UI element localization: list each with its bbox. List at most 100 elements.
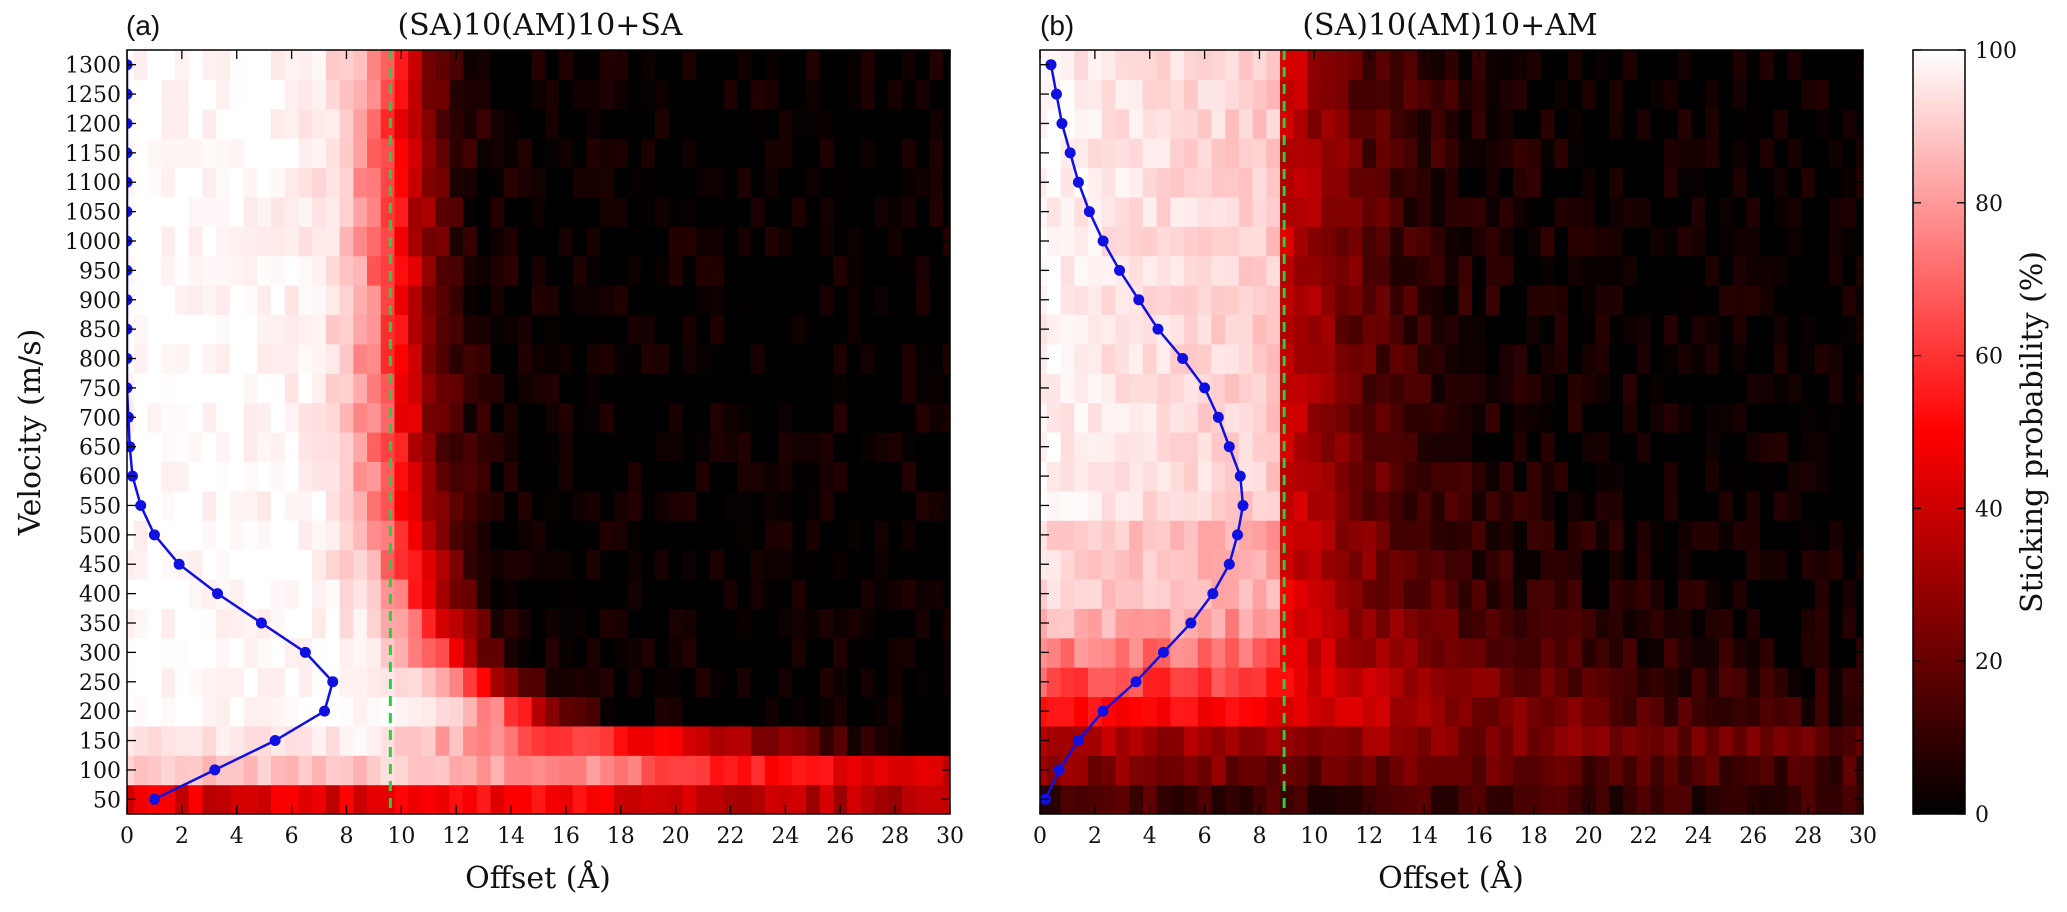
heatmap-cell bbox=[1321, 667, 1336, 698]
heatmap-cell bbox=[517, 343, 533, 374]
heatmap-cell bbox=[833, 637, 848, 668]
y-tick-label: 150 bbox=[79, 730, 121, 755]
heatmap-cell bbox=[504, 520, 519, 551]
heatmap-cell bbox=[229, 520, 245, 551]
heatmap-cell bbox=[1321, 138, 1336, 169]
heatmap-cell bbox=[1170, 50, 1185, 80]
heatmap-cell bbox=[572, 549, 588, 580]
heatmap-cell bbox=[792, 373, 807, 404]
heatmap-cell bbox=[1225, 167, 1240, 198]
heatmap-cell bbox=[1472, 167, 1487, 198]
heatmap-cell bbox=[1252, 755, 1267, 786]
heatmap-cell bbox=[874, 196, 889, 227]
x-tick-label: 12 bbox=[442, 824, 470, 849]
heatmap-cell bbox=[778, 108, 793, 139]
heatmap-cell bbox=[1376, 578, 1391, 609]
heatmap-cell bbox=[709, 578, 725, 609]
heatmap-cell bbox=[367, 226, 382, 257]
heatmap-cell bbox=[175, 255, 190, 286]
heatmap-cell bbox=[1677, 226, 1693, 257]
heatmap-cell bbox=[202, 696, 217, 727]
heatmap-cell bbox=[1417, 725, 1432, 756]
heatmap-cell bbox=[490, 255, 505, 286]
heatmap-cell bbox=[1348, 285, 1363, 316]
heatmap-cell bbox=[1074, 578, 1089, 609]
heatmap-cell bbox=[312, 108, 327, 139]
heatmap-cell bbox=[1842, 608, 1857, 639]
heatmap-cell bbox=[1403, 255, 1418, 286]
heatmap-cell bbox=[1787, 784, 1802, 814]
heatmap-cell bbox=[600, 490, 615, 521]
heatmap-cell bbox=[737, 784, 752, 814]
heatmap-cell bbox=[1280, 226, 1295, 257]
heatmap-cell bbox=[1430, 520, 1446, 551]
heatmap-cell bbox=[1362, 226, 1377, 257]
heatmap-cell bbox=[1472, 784, 1487, 814]
heatmap-cell bbox=[1142, 79, 1158, 110]
heatmap-cell bbox=[1211, 167, 1226, 198]
heatmap-cell bbox=[792, 578, 807, 609]
heatmap-cell bbox=[1334, 108, 1350, 139]
heatmap-cell bbox=[1115, 549, 1130, 580]
heatmap-cell bbox=[737, 167, 752, 198]
heatmap-cell bbox=[819, 755, 835, 786]
heatmap-cell bbox=[1760, 314, 1775, 345]
heatmap-cell bbox=[1293, 108, 1309, 139]
heatmap-cell bbox=[1828, 696, 1844, 727]
heatmap-cell bbox=[1129, 784, 1144, 814]
heatmap-cell bbox=[1307, 314, 1322, 345]
heatmap-cell bbox=[490, 226, 505, 257]
heatmap-cell bbox=[1321, 373, 1336, 404]
heatmap-cell bbox=[1801, 578, 1816, 609]
heatmap-cell bbox=[1485, 343, 1501, 374]
heatmap-cell bbox=[1348, 50, 1363, 80]
heatmap-cell bbox=[1691, 520, 1706, 551]
heatmap-cell bbox=[1622, 608, 1638, 639]
heatmap-cell bbox=[517, 725, 533, 756]
heatmap-cell bbox=[668, 167, 684, 198]
heatmap-cell bbox=[929, 226, 944, 257]
heatmap-cell bbox=[1485, 138, 1501, 169]
heatmap-cell bbox=[421, 79, 437, 110]
heatmap-cell bbox=[476, 755, 492, 786]
heatmap-cell bbox=[778, 402, 793, 433]
heatmap-cell bbox=[1677, 637, 1693, 668]
heatmap-cell bbox=[1842, 167, 1857, 198]
heatmap-cell bbox=[764, 637, 780, 668]
heatmap-cell bbox=[147, 461, 162, 492]
heatmap-cell bbox=[613, 696, 629, 727]
heatmap-cell bbox=[1444, 138, 1459, 169]
heatmap-cell bbox=[1787, 432, 1802, 462]
heatmap-cell bbox=[449, 578, 464, 609]
heatmap-cell bbox=[1705, 314, 1720, 345]
heatmap-cell bbox=[1814, 108, 1830, 139]
heatmap-cell bbox=[1430, 255, 1446, 286]
heatmap-cell bbox=[1348, 79, 1363, 110]
heatmap-cell bbox=[1513, 285, 1528, 316]
heatmap-cell bbox=[668, 314, 684, 345]
heatmap-cell bbox=[1225, 725, 1240, 756]
heatmap-cell bbox=[1568, 138, 1583, 169]
heatmap-cell bbox=[1499, 285, 1514, 316]
heatmap-cell bbox=[1115, 343, 1130, 374]
heatmap-cell bbox=[805, 167, 821, 198]
heatmap-cell bbox=[888, 667, 903, 698]
heatmap-cell bbox=[1115, 784, 1130, 814]
heatmap-cell bbox=[1554, 402, 1569, 433]
heatmap-cell bbox=[1101, 520, 1117, 551]
heatmap-cell bbox=[490, 608, 505, 639]
heatmap-cell bbox=[1595, 608, 1610, 639]
heatmap-cell bbox=[161, 432, 176, 462]
heatmap-cell bbox=[147, 285, 162, 316]
heatmap-cell bbox=[1280, 79, 1295, 110]
heatmap-cell bbox=[668, 373, 684, 404]
x-tick-label: 4 bbox=[230, 824, 244, 849]
heatmap-cell bbox=[490, 784, 505, 814]
heatmap-cell bbox=[1362, 637, 1377, 668]
heatmap-cell bbox=[860, 432, 876, 462]
heatmap-cell bbox=[1677, 784, 1693, 814]
heatmap-cell bbox=[1238, 196, 1254, 227]
heatmap-cell bbox=[586, 226, 601, 257]
heatmap-cell bbox=[1746, 461, 1761, 492]
heatmap-cell bbox=[860, 167, 876, 198]
